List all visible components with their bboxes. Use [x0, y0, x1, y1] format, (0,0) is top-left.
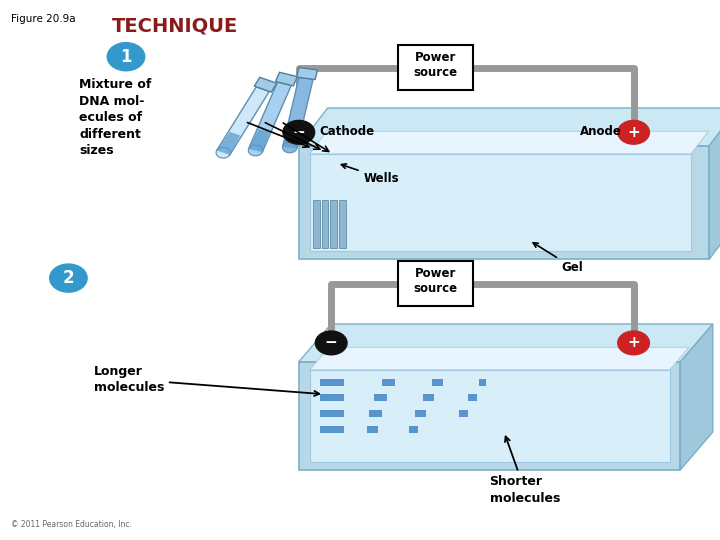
FancyBboxPatch shape — [398, 45, 473, 90]
Polygon shape — [299, 146, 709, 259]
Circle shape — [618, 120, 649, 144]
Polygon shape — [297, 68, 318, 79]
Circle shape — [107, 43, 145, 71]
Polygon shape — [254, 77, 276, 92]
Polygon shape — [320, 410, 344, 417]
Polygon shape — [367, 426, 378, 433]
Text: Cathode: Cathode — [319, 125, 374, 138]
Polygon shape — [299, 362, 680, 470]
Polygon shape — [322, 200, 328, 248]
Polygon shape — [299, 108, 720, 146]
Polygon shape — [415, 410, 426, 417]
Polygon shape — [299, 324, 713, 362]
Circle shape — [283, 120, 315, 144]
Text: Gel: Gel — [533, 243, 583, 274]
Text: +: + — [627, 335, 640, 350]
Text: Mixture of
DNA mol-
ecules of
different
sizes: Mixture of DNA mol- ecules of different … — [79, 78, 152, 157]
Text: Figure 20.9a: Figure 20.9a — [11, 14, 76, 24]
Text: 1: 1 — [120, 48, 132, 66]
Polygon shape — [382, 379, 395, 386]
Circle shape — [50, 264, 87, 292]
Polygon shape — [320, 379, 344, 386]
Polygon shape — [313, 200, 320, 248]
Text: Anode: Anode — [580, 125, 621, 138]
Polygon shape — [283, 77, 313, 148]
Polygon shape — [409, 426, 418, 433]
Polygon shape — [217, 132, 240, 155]
Polygon shape — [479, 379, 486, 386]
Text: −: − — [325, 335, 338, 350]
Text: Longer
molecules: Longer molecules — [94, 364, 319, 396]
Text: 2: 2 — [63, 269, 74, 287]
Text: Power
source: Power source — [413, 51, 458, 79]
Polygon shape — [320, 394, 344, 401]
Polygon shape — [468, 394, 477, 401]
Polygon shape — [248, 129, 269, 152]
Text: Power
source: Power source — [413, 267, 458, 295]
Circle shape — [315, 331, 347, 355]
Polygon shape — [339, 200, 346, 248]
Polygon shape — [310, 347, 689, 370]
Polygon shape — [283, 126, 300, 148]
Text: Shorter
molecules: Shorter molecules — [490, 436, 560, 505]
Polygon shape — [680, 324, 713, 470]
Polygon shape — [310, 370, 670, 462]
Polygon shape — [423, 394, 434, 401]
Polygon shape — [320, 426, 344, 433]
Polygon shape — [310, 131, 708, 154]
Circle shape — [282, 142, 297, 153]
Polygon shape — [276, 72, 297, 86]
Polygon shape — [432, 379, 443, 386]
Polygon shape — [248, 82, 292, 152]
Text: TECHNIQUE: TECHNIQUE — [112, 16, 238, 35]
Text: +: + — [627, 125, 640, 140]
Circle shape — [248, 145, 263, 156]
Text: −: − — [292, 125, 305, 140]
Polygon shape — [310, 154, 691, 251]
FancyBboxPatch shape — [398, 261, 473, 306]
Polygon shape — [709, 108, 720, 259]
Text: Wells: Wells — [341, 164, 399, 185]
Circle shape — [216, 147, 230, 158]
Polygon shape — [369, 410, 382, 417]
Circle shape — [618, 331, 649, 355]
Polygon shape — [330, 200, 337, 248]
Text: © 2011 Pearson Education, Inc.: © 2011 Pearson Education, Inc. — [11, 520, 132, 529]
Polygon shape — [374, 394, 387, 401]
Polygon shape — [217, 87, 269, 155]
Polygon shape — [459, 410, 468, 417]
